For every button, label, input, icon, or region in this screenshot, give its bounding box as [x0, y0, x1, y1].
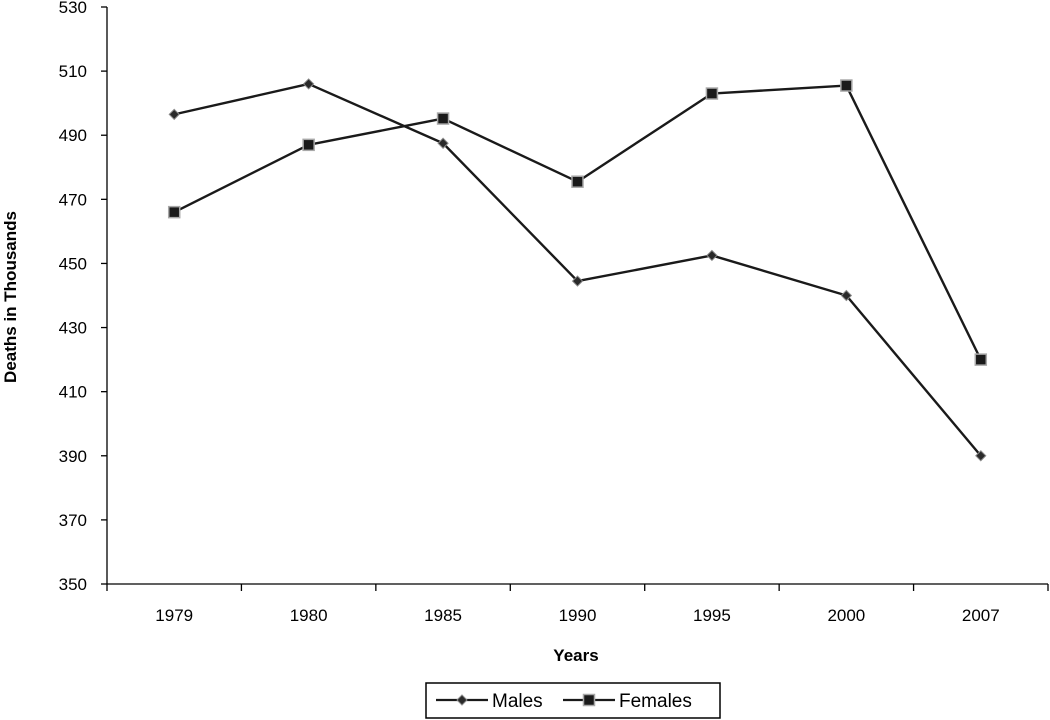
data-point-males	[571, 275, 584, 287]
series-males	[168, 78, 987, 462]
y-tick-label: 450	[59, 254, 87, 273]
data-point-males	[437, 137, 449, 149]
x-tick-label: 1995	[693, 606, 731, 625]
x-tick-label: 2000	[827, 606, 865, 625]
series-line-females	[173, 84, 982, 361]
data-point-females	[302, 138, 315, 152]
y-axis-ticks: 350 370 390 410 430 450 470 490 510 530	[59, 0, 107, 594]
legend-item-females: Females	[563, 691, 692, 712]
legend-marker-males	[456, 694, 468, 706]
y-tick-label: 370	[59, 511, 87, 530]
data-point-females	[705, 87, 719, 100]
y-tick-label: 470	[59, 190, 87, 209]
legend-label-males: Males	[492, 691, 543, 712]
series-layer	[167, 78, 988, 462]
data-point-females	[571, 175, 584, 188]
x-tick-label: 1980	[290, 606, 328, 625]
x-tick-label: 1979	[155, 606, 193, 625]
data-point-females	[974, 353, 988, 366]
chart-axes	[106, 7, 1048, 585]
y-tick-label: 430	[59, 319, 87, 338]
legend-label-females: Females	[619, 691, 692, 712]
series-line-males	[173, 82, 982, 457]
y-axis-title: Deaths in Thousands	[1, 211, 20, 383]
y-tick-label: 410	[59, 383, 87, 402]
x-axis-title: Years	[553, 646, 598, 665]
x-tick-label: 1990	[559, 606, 597, 625]
x-tick-label: 1985	[424, 606, 462, 625]
y-tick-label: 390	[59, 447, 87, 466]
data-point-females	[167, 205, 181, 219]
data-point-males	[975, 450, 987, 462]
y-tick-label: 510	[59, 62, 87, 81]
data-point-males	[168, 108, 180, 121]
data-point-males	[706, 249, 718, 262]
data-point-males	[840, 289, 853, 302]
y-tick-label: 350	[59, 575, 87, 594]
series-females	[167, 79, 988, 366]
y-tick-label: 490	[59, 126, 87, 145]
x-axis-ticks: 1979 1980 1985 1990 1995 2000 2007	[106, 584, 1049, 625]
data-point-females	[840, 79, 853, 92]
data-point-females	[436, 112, 450, 125]
x-tick-label: 2007	[962, 606, 1000, 625]
legend: Males Females	[425, 682, 721, 719]
legend-marker-females	[582, 693, 596, 707]
legend-item-males: Males	[436, 691, 543, 712]
data-point-males	[302, 78, 315, 90]
y-tick-label: 530	[59, 0, 87, 17]
